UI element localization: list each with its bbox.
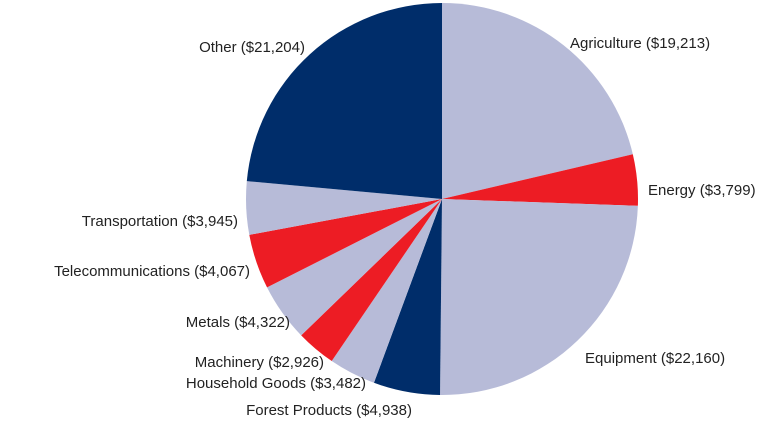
pie-slice-machinery	[301, 199, 442, 362]
pie-slice-energy	[442, 154, 638, 206]
pie-slice-transportation	[246, 181, 442, 235]
pie-slices	[246, 3, 638, 395]
pie-slice-agriculture	[442, 3, 633, 199]
pie-slice-telecommunications	[249, 199, 442, 288]
slice-label-agriculture: Agriculture ($19,213)	[570, 35, 710, 52]
slice-label-machinery: Machinery ($2,926)	[195, 354, 324, 371]
slice-label-energy: Energy ($3,799)	[648, 182, 756, 199]
slice-label-other: Other ($21,204)	[199, 39, 305, 56]
pie-slice-equipment	[440, 199, 638, 395]
slice-label-forest-products: Forest Products ($4,938)	[246, 402, 412, 419]
slice-label-equipment: Equipment ($22,160)	[585, 350, 725, 367]
pie-slice-household-goods	[331, 199, 442, 383]
pie-slice-metals	[267, 199, 442, 336]
pie-slice-other	[246, 3, 442, 199]
slice-label-household-goods: Household Goods ($3,482)	[186, 375, 366, 392]
slice-label-metals: Metals ($4,322)	[186, 314, 290, 331]
slice-label-transportation: Transportation ($3,945)	[82, 213, 238, 230]
pie-slice-forest-products	[373, 199, 442, 395]
pie-labels: Agriculture ($19,213) Energy ($3,799) Eq…	[54, 35, 756, 419]
slice-label-telecommunications: Telecommunications ($4,067)	[54, 263, 250, 280]
